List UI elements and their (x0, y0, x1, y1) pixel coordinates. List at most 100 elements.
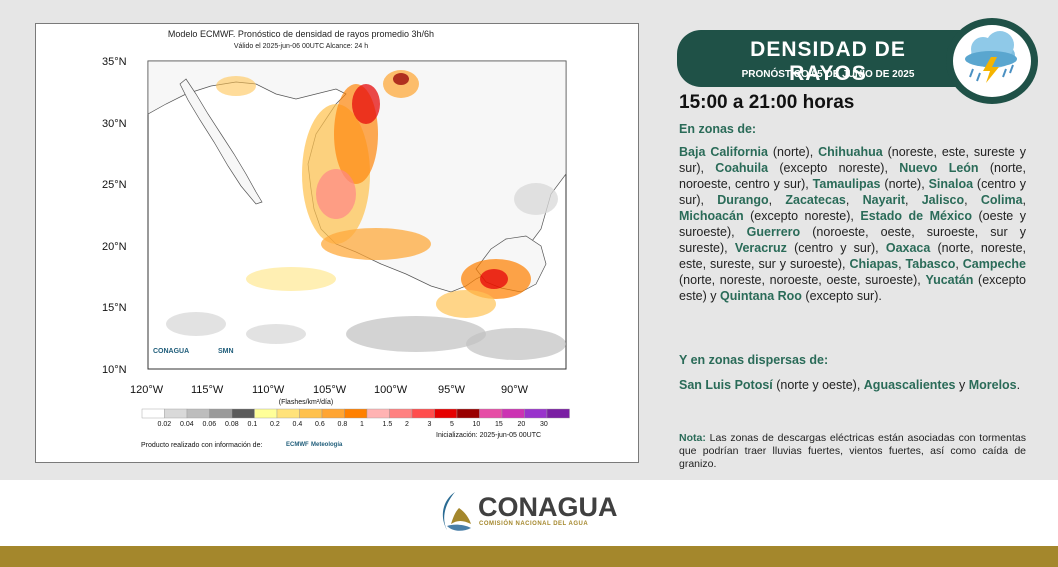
state-name: Zacatecas (785, 193, 846, 207)
colorbar-swatch (141, 408, 165, 419)
note: Nota: Las zonas de descargas eléctricas … (679, 432, 1026, 471)
state-name: Morelos (968, 378, 1017, 392)
ecmwf-logo: ECMWF (286, 442, 309, 448)
lon-label: 95°W (438, 384, 466, 396)
dispersed-heading: Y en zonas dispersas de: (679, 353, 829, 367)
colorbar-tick-label: 0.2 (270, 421, 280, 428)
colorbar-tick-label: 30 (540, 421, 548, 428)
colorbar-swatch (411, 408, 435, 419)
state-detail: , (1022, 193, 1027, 207)
colorbar-tick-label: 0.06 (202, 421, 217, 428)
header-band (677, 30, 977, 87)
state-name: Nayarit (862, 193, 905, 207)
state-detail: (centro y sur), (786, 241, 886, 255)
state-detail: y (955, 378, 969, 392)
colorbar-tick-label: 1 (360, 421, 364, 428)
state-detail: (norte, noreste, noroeste, oeste, suroes… (679, 273, 926, 287)
colorbar-swatch (434, 408, 458, 419)
colorbar-swatch (456, 408, 480, 419)
state-name: Jalisco (921, 193, 965, 207)
state-detail: (centro y sur), (679, 177, 1026, 207)
colorbar (141, 408, 570, 419)
state-name: Quintana Roo (720, 289, 802, 303)
state-name: San Luis Potosí (679, 378, 773, 392)
colorbar-swatch (321, 408, 345, 419)
colorbar-tick-label: 0.4 (292, 421, 303, 428)
colorbar-swatch (186, 408, 210, 419)
conagua-logo-icon (442, 492, 471, 531)
colorbar-swatch (501, 408, 525, 419)
state-name: Durango (717, 193, 769, 207)
state-detail: , (904, 193, 922, 207)
state-name: Baja California (679, 145, 768, 159)
time-range: 15:00 a 21:00 horas (679, 92, 855, 113)
note-text: Las zonas de descargas eléctricas están … (679, 432, 1026, 470)
state-name: Chiapas (849, 257, 899, 271)
colorbar-tick-label: 0.04 (180, 421, 194, 428)
state-detail: (norte), (767, 145, 819, 159)
lightning-density-map: Modelo ECMWF. Pronóstico de densidad de … (35, 23, 639, 463)
state-detail: . (1016, 378, 1021, 392)
colorbar-swatch (389, 408, 413, 419)
state-detail: (oeste y suroeste), (679, 209, 1026, 239)
page-subtitle: PRONÓSTICO 05 DE JUNIO DE 2025 (741, 69, 915, 80)
credit-text: Producto realizado con información de: (141, 442, 263, 449)
lat-label: 25°N (102, 179, 127, 191)
baja-california (179, 78, 263, 205)
colorbar-swatch (546, 408, 570, 419)
state-name: Nuevo León (899, 161, 979, 175)
map-smn-logo: SMN (218, 348, 234, 355)
state-name: Yucatán (925, 273, 974, 287)
state-name: Aguascalientes (863, 378, 956, 392)
state-detail: , (898, 257, 906, 271)
lon-label: 90°W (501, 384, 529, 396)
state-detail: (excepto noreste), (743, 209, 861, 223)
colorbar-swatch (479, 408, 503, 419)
colorbar-tick-label: 0.1 (247, 421, 258, 428)
colorbar-swatch (366, 408, 390, 419)
zones-heading: En zonas de: (679, 122, 757, 136)
colorbar-tick-label: 0.8 (337, 421, 348, 428)
colorbar-tick-label: 15 (495, 421, 503, 428)
state-detail: (excepto este) y (679, 273, 1026, 303)
colorbar-tick-label: 20 (517, 421, 526, 428)
page-title: DENSIDAD DE RAYOS (750, 38, 906, 85)
state-name: Tamaulipas (812, 177, 881, 191)
colorbar-tick-label: 1.5 (382, 421, 393, 428)
colorbar-tick-label: 3 (427, 421, 432, 428)
lat-label: 10°N (102, 364, 127, 376)
lat-label: 30°N (102, 118, 127, 130)
footer (0, 480, 1058, 546)
state-name: Oaxaca (885, 241, 931, 255)
state-name: Estado de México (860, 209, 973, 223)
footer-bar (0, 546, 1058, 567)
lat-label: 35°N (102, 56, 127, 68)
colorbar-swatch (344, 408, 368, 419)
lat-label: 20°N (102, 241, 127, 253)
colorbar-swatch (524, 408, 548, 419)
colorbar-tick-label: 5 (450, 421, 454, 428)
state-name: Coahuila (715, 161, 769, 175)
lon-label: 100°W (374, 384, 408, 396)
map-graphic (141, 60, 570, 419)
colorbar-swatch (231, 408, 255, 419)
colorbar-swatch (209, 408, 233, 419)
footer-brand-sub: COMISIÓN NACIONAL DEL AGUA (479, 521, 589, 527)
state-detail: (norte, noroeste, centro y sur), (679, 161, 1026, 191)
colorbar-tick-label: 10 (472, 421, 481, 428)
lon-label: 105°W (313, 384, 347, 396)
lon-label: 110°W (252, 384, 285, 396)
state-detail: (norte), (880, 177, 929, 191)
dispersed-list: San Luis Potosí (norte y oeste), Aguasca… (679, 377, 1026, 393)
state-name: Tabasco (905, 257, 956, 271)
colorbar-tick-label: 0.08 (225, 421, 239, 428)
state-detail: (norte, noreste, este, sureste, sur y su… (679, 241, 1026, 271)
map-title: Modelo ECMWF. Pronóstico de densidad de … (167, 29, 435, 39)
meteologia-logo: Meteología (311, 442, 343, 448)
lon-label: 115°W (191, 384, 224, 396)
colorbar-swatch (164, 408, 188, 419)
colorbar-title: (Flashes/km²/día) (278, 399, 334, 406)
state-detail: , (955, 257, 963, 271)
state-detail: (noroeste, oeste, suroeste, sur y surest… (679, 225, 1026, 255)
storm-cloud-icon (946, 18, 1038, 104)
